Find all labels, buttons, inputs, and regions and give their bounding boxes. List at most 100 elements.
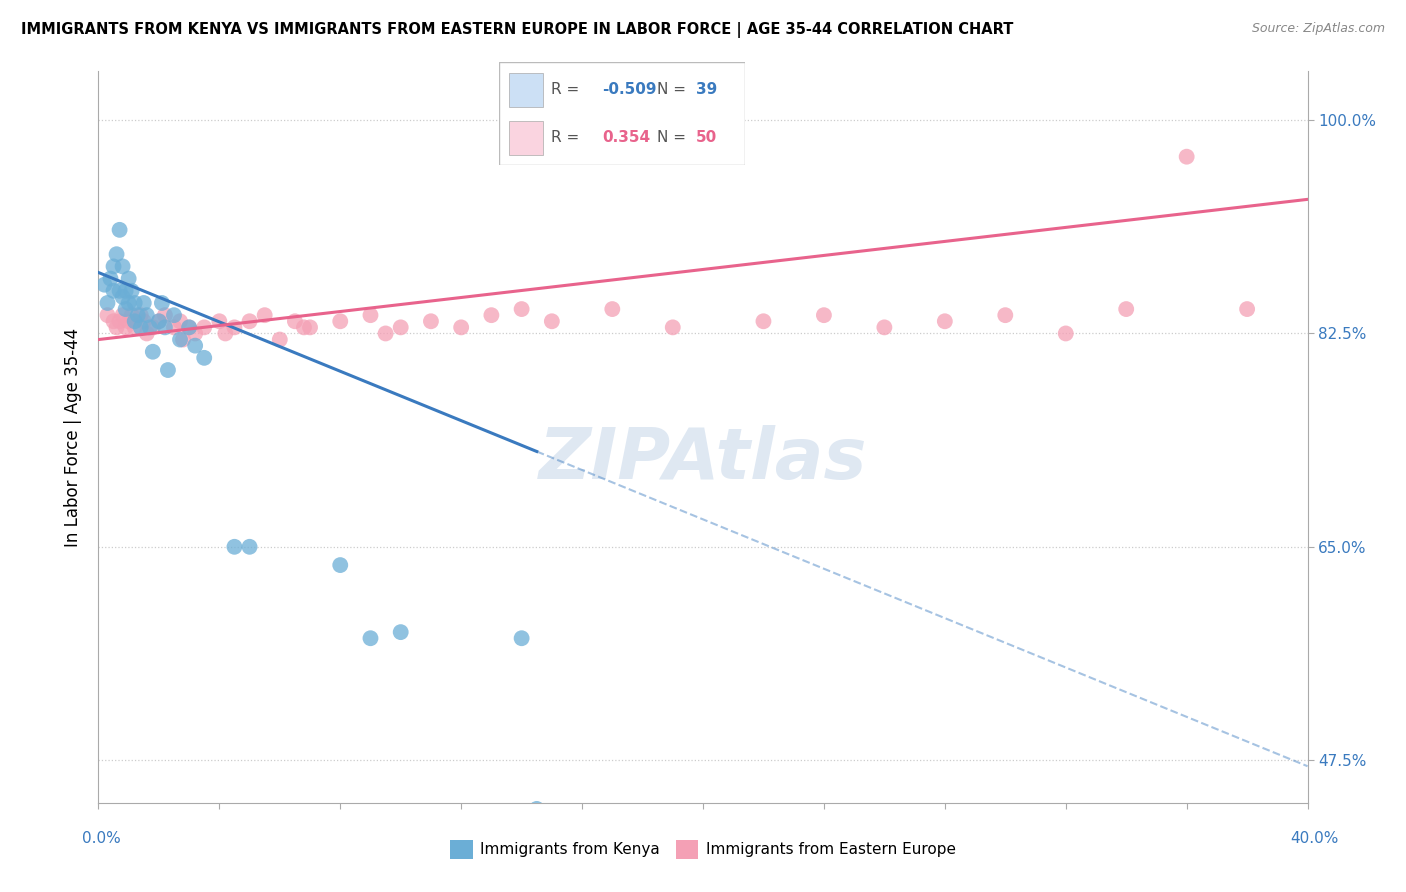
Point	[121, 284, 143, 298]
Point	[103, 260, 125, 274]
Point	[540, 314, 562, 328]
Text: R =: R =	[551, 81, 579, 96]
Text: IMMIGRANTS FROM KENYA VS IMMIGRANTS FROM EASTERN EUROPE IN LABOR FORCE | AGE 35-: IMMIGRANTS FROM KENYA VS IMMIGRANTS FROM…	[21, 22, 1014, 38]
Point	[179, 320, 201, 334]
Point	[96, 296, 118, 310]
Point	[135, 308, 157, 322]
Point	[389, 320, 412, 334]
Text: 0.354: 0.354	[603, 130, 651, 145]
Point	[153, 320, 176, 334]
Point	[156, 363, 179, 377]
Point	[1054, 326, 1077, 341]
Point	[253, 308, 276, 322]
Point	[103, 314, 125, 328]
Point	[148, 314, 170, 328]
Point	[239, 314, 262, 328]
Point	[105, 247, 128, 261]
Point	[124, 320, 146, 334]
Point	[129, 320, 152, 334]
Point	[481, 308, 503, 322]
Point	[510, 631, 533, 645]
Point	[118, 296, 141, 310]
Point	[374, 326, 396, 341]
Point	[602, 301, 624, 317]
Point	[111, 308, 134, 322]
Point	[124, 314, 146, 328]
Point	[108, 284, 131, 298]
Point	[100, 271, 122, 285]
Point	[129, 308, 152, 322]
Point	[526, 802, 548, 816]
Point	[93, 277, 115, 292]
Point	[329, 314, 352, 328]
Point	[208, 314, 231, 328]
Text: 40.0%: 40.0%	[1291, 831, 1339, 847]
Point	[184, 326, 207, 341]
Point	[994, 308, 1017, 322]
Point	[148, 314, 170, 328]
Point	[752, 314, 775, 328]
Point	[103, 284, 125, 298]
Point	[1175, 150, 1198, 164]
Text: R =: R =	[551, 130, 579, 145]
Point	[163, 308, 186, 322]
Point	[127, 308, 149, 322]
Point	[360, 631, 382, 645]
Point	[224, 320, 246, 334]
Point	[153, 308, 176, 322]
Text: Source: ZipAtlas.com: Source: ZipAtlas.com	[1251, 22, 1385, 36]
Point	[132, 296, 155, 310]
Point	[1115, 301, 1137, 317]
Point	[139, 320, 162, 334]
Point	[813, 308, 835, 322]
Legend: Immigrants from Kenya, Immigrants from Eastern Europe: Immigrants from Kenya, Immigrants from E…	[444, 834, 962, 864]
Text: 39: 39	[696, 81, 717, 96]
Point	[114, 320, 136, 334]
Point	[389, 625, 412, 640]
Point	[510, 301, 533, 317]
Point	[269, 333, 291, 347]
Point	[184, 338, 207, 352]
Point	[118, 271, 141, 285]
Text: 50: 50	[696, 130, 717, 145]
Point	[121, 308, 143, 322]
Point	[450, 320, 472, 334]
Point	[142, 320, 165, 334]
Text: 0.0%: 0.0%	[82, 831, 121, 847]
Point	[169, 314, 191, 328]
Point	[135, 326, 157, 341]
Point	[661, 320, 683, 334]
Point	[172, 333, 194, 347]
FancyBboxPatch shape	[509, 73, 543, 106]
Point	[1236, 301, 1258, 317]
Point	[163, 320, 186, 334]
Point	[420, 314, 443, 328]
Text: N =: N =	[657, 130, 686, 145]
Point	[118, 314, 141, 328]
Point	[329, 558, 352, 573]
Point	[150, 296, 173, 310]
Text: N =: N =	[657, 81, 686, 96]
Point	[114, 284, 136, 298]
Point	[284, 314, 307, 328]
Point	[193, 351, 215, 365]
Point	[169, 333, 191, 347]
Point	[224, 540, 246, 554]
Point	[111, 290, 134, 304]
Point	[934, 314, 956, 328]
Point	[132, 314, 155, 328]
Text: -0.509: -0.509	[603, 81, 657, 96]
Point	[108, 314, 131, 328]
Point	[105, 320, 128, 334]
Text: ZIPAtlas: ZIPAtlas	[538, 425, 868, 493]
Point	[214, 326, 236, 341]
Point	[179, 320, 201, 334]
Point	[111, 260, 134, 274]
Point	[873, 320, 896, 334]
FancyBboxPatch shape	[499, 62, 745, 165]
Point	[124, 296, 146, 310]
FancyBboxPatch shape	[509, 121, 543, 155]
Y-axis label: In Labor Force | Age 35-44: In Labor Force | Age 35-44	[65, 327, 83, 547]
Point	[96, 308, 118, 322]
Point	[360, 308, 382, 322]
